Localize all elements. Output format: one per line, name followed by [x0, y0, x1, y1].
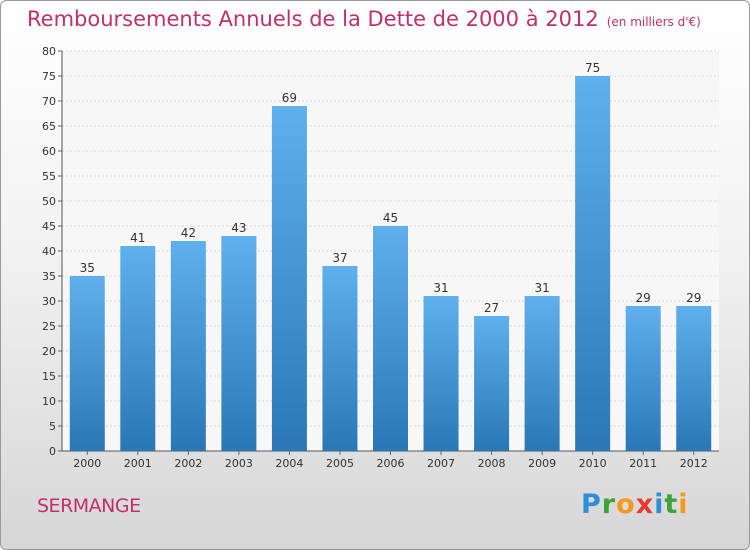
x-tick-label: 2009 — [528, 457, 556, 470]
y-tick-label: 80 — [42, 45, 56, 58]
y-tick-label: 75 — [42, 70, 56, 83]
y-tick-label: 30 — [42, 295, 56, 308]
data-label: 35 — [80, 261, 95, 275]
data-label: 43 — [231, 221, 246, 235]
bar — [676, 306, 712, 451]
bar — [423, 296, 459, 451]
x-tick-label: 2002 — [174, 457, 202, 470]
y-tick-label: 60 — [42, 145, 56, 158]
logo-letter: t — [664, 489, 679, 520]
bar — [474, 316, 510, 451]
chart-title: Remboursements Annuels de la Dette de 20… — [27, 7, 701, 31]
y-tick-label: 10 — [42, 395, 56, 408]
y-tick-label: 20 — [42, 345, 56, 358]
x-tick-label: 2008 — [478, 457, 506, 470]
data-label: 31 — [433, 281, 448, 295]
logo-letter: i — [678, 489, 689, 520]
data-label: 31 — [534, 281, 549, 295]
y-tick-label: 0 — [49, 445, 56, 458]
y-tick-label: 45 — [42, 220, 56, 233]
x-tick-label: 2005 — [326, 457, 354, 470]
data-label: 37 — [332, 251, 347, 265]
logo-letter: i — [654, 489, 665, 520]
x-tick-label: 2000 — [73, 457, 101, 470]
data-label: 69 — [282, 91, 297, 105]
data-label: 41 — [130, 231, 145, 245]
y-tick-label: 5 — [49, 420, 56, 433]
x-tick-label: 2006 — [377, 457, 405, 470]
y-tick-label: 15 — [42, 370, 56, 383]
title-text: Remboursements Annuels de la Dette de 20… — [27, 7, 599, 31]
data-label: 29 — [686, 291, 701, 305]
x-tick-label: 2011 — [629, 457, 657, 470]
unit-label: (en milliers d'€) — [606, 15, 701, 29]
bar — [271, 106, 307, 451]
logo-letter: P — [581, 489, 602, 520]
y-tick-label: 50 — [42, 195, 56, 208]
bar — [575, 76, 611, 451]
bar — [170, 241, 206, 451]
data-label: 75 — [585, 61, 600, 75]
y-tick-label: 65 — [42, 120, 56, 133]
x-tick-label: 2007 — [427, 457, 455, 470]
data-label: 45 — [383, 211, 398, 225]
data-label: 29 — [636, 291, 651, 305]
data-label: 27 — [484, 301, 499, 315]
x-tick-label: 2012 — [680, 457, 708, 470]
proxiti-logo[interactable]: Proxiti — [581, 489, 689, 520]
y-tick-label: 35 — [42, 270, 56, 283]
data-label: 42 — [181, 226, 196, 240]
bar — [120, 246, 156, 451]
bar — [69, 276, 105, 451]
logo-letter: o — [616, 489, 636, 520]
logo-letter: x — [635, 489, 655, 520]
y-tick-label: 25 — [42, 320, 56, 333]
bar — [322, 266, 358, 451]
commune-name: SERMANGE — [37, 495, 141, 517]
y-tick-label: 55 — [42, 170, 56, 183]
x-tick-label: 2003 — [225, 457, 253, 470]
bar — [221, 236, 257, 451]
bar — [625, 306, 661, 451]
x-tick-label: 2004 — [275, 457, 303, 470]
logo-letter: r — [601, 489, 617, 520]
bar — [373, 226, 408, 451]
x-tick-label: 2010 — [579, 457, 607, 470]
bar — [524, 296, 560, 451]
y-tick-label: 70 — [42, 95, 56, 108]
x-tick-label: 2001 — [124, 457, 152, 470]
y-tick-label: 40 — [42, 245, 56, 258]
